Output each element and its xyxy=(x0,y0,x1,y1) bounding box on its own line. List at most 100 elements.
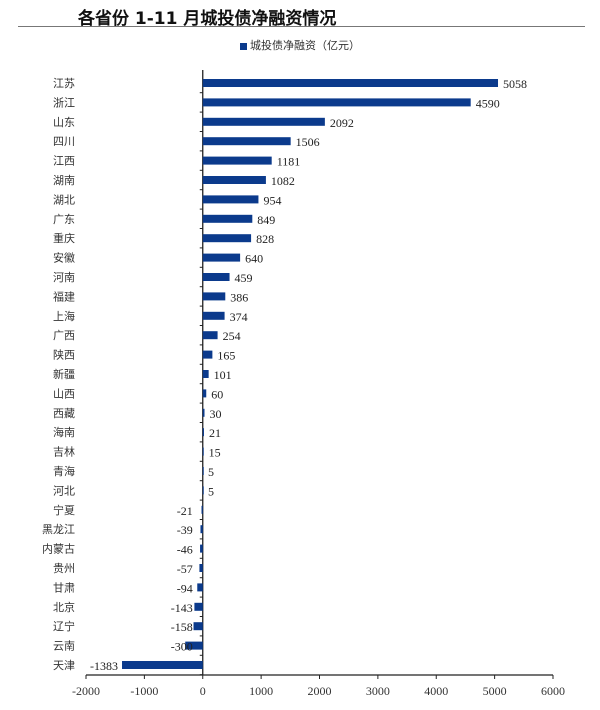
data-label: -158 xyxy=(171,620,193,634)
legend-swatch xyxy=(240,42,247,50)
category-label: 广西 xyxy=(53,329,75,342)
data-label: -21 xyxy=(177,504,193,518)
category-label: 浙江 xyxy=(53,96,75,109)
x-tick-label: 5000 xyxy=(483,684,507,698)
legend: 城投债净融资（亿元） xyxy=(0,37,600,53)
data-label: -1383 xyxy=(90,659,118,673)
title-divider xyxy=(18,26,585,27)
x-tick-label: 1000 xyxy=(249,684,273,698)
bar-广西 xyxy=(202,331,218,340)
legend-label: 城投债净融资（亿元） xyxy=(250,39,360,52)
category-label: 广东 xyxy=(53,213,75,226)
category-label: 江苏 xyxy=(53,77,75,90)
category-label: 湖南 xyxy=(53,174,75,187)
x-tick-label: -2000 xyxy=(72,684,100,698)
x-tick-label: 6000 xyxy=(541,684,565,698)
data-label: 21 xyxy=(209,426,221,440)
category-label: 辽宁 xyxy=(53,619,75,633)
category-label: 宁夏 xyxy=(53,503,75,517)
data-label: 5 xyxy=(208,484,214,498)
data-label: 60 xyxy=(211,387,223,401)
category-label: 新疆 xyxy=(53,367,75,381)
bar-宁夏 xyxy=(201,505,203,514)
bar-辽宁 xyxy=(193,622,203,631)
category-label: 安徽 xyxy=(53,251,75,265)
data-label: 5058 xyxy=(503,77,527,91)
category-label: 河北 xyxy=(53,484,75,497)
x-tick-label: 2000 xyxy=(308,684,332,698)
bar-福建 xyxy=(202,292,226,301)
x-tick-label: -1000 xyxy=(130,684,158,698)
data-label: 254 xyxy=(223,329,241,343)
data-label: 101 xyxy=(214,368,232,382)
category-label: 陕西 xyxy=(53,348,75,362)
category-label: 上海 xyxy=(53,309,75,323)
category-label: 西藏 xyxy=(53,407,75,420)
data-label: 386 xyxy=(230,290,248,304)
bar-青海 xyxy=(202,467,204,475)
bar-贵州 xyxy=(199,564,203,572)
bar-湖南 xyxy=(202,176,266,184)
bar-黑龙江 xyxy=(200,525,203,534)
data-label: -300 xyxy=(171,640,193,654)
data-label: -94 xyxy=(177,581,193,595)
bar-重庆 xyxy=(202,234,252,243)
data-label: 165 xyxy=(217,349,235,363)
category-label: 青海 xyxy=(53,464,75,478)
chart-title: 各省份 1-11 月城投债净融资情况 xyxy=(78,9,337,29)
bar-海南 xyxy=(202,428,204,437)
data-label: 30 xyxy=(210,407,222,421)
data-label: 849 xyxy=(257,213,275,227)
data-label: 1506 xyxy=(296,135,320,149)
bar-四川 xyxy=(202,137,291,146)
bar-上海 xyxy=(202,311,225,320)
x-tick-label: 3000 xyxy=(366,684,390,698)
bar-山西 xyxy=(202,389,207,398)
data-label: 828 xyxy=(256,232,274,246)
category-label: 内蒙古 xyxy=(42,542,75,556)
bar-天津 xyxy=(122,661,203,669)
bar-云南 xyxy=(185,641,203,650)
bar-吉林 xyxy=(202,447,204,456)
data-label: -143 xyxy=(171,601,193,615)
category-label: 北京 xyxy=(53,600,75,614)
category-label: 河南 xyxy=(53,271,75,284)
data-label: 954 xyxy=(263,193,281,207)
bar-内蒙古 xyxy=(200,544,203,553)
category-label: 福建 xyxy=(53,289,75,303)
bar-浙江 xyxy=(202,98,471,107)
data-label: 640 xyxy=(245,252,263,266)
bar-西藏 xyxy=(202,408,205,417)
bar-江西 xyxy=(202,156,272,165)
bar-甘肃 xyxy=(197,583,203,592)
bar-北京 xyxy=(194,602,203,611)
bar-广东 xyxy=(202,214,253,223)
data-label: 1181 xyxy=(277,155,301,169)
data-label: 2092 xyxy=(330,116,354,130)
category-label: 黑龙江 xyxy=(42,523,75,536)
bar-江苏 xyxy=(202,79,499,87)
data-label: 459 xyxy=(235,271,253,285)
bar-河南 xyxy=(202,273,230,281)
data-label: 15 xyxy=(209,446,221,460)
data-label: 4590 xyxy=(476,96,500,110)
data-label: -39 xyxy=(177,523,193,537)
category-label: 湖北 xyxy=(53,193,75,206)
data-label: 1082 xyxy=(271,174,295,188)
x-tick-label: 0 xyxy=(200,684,206,698)
data-label: -46 xyxy=(177,543,193,557)
x-tick-label: 4000 xyxy=(424,684,448,698)
category-label: 吉林 xyxy=(53,445,75,459)
bar-新疆 xyxy=(202,370,209,378)
category-label: 甘肃 xyxy=(53,581,75,594)
data-label: 5 xyxy=(208,465,214,479)
category-label: 贵州 xyxy=(53,562,75,575)
category-label: 天津 xyxy=(53,659,75,672)
bar-山东 xyxy=(202,117,325,126)
bar-湖北 xyxy=(202,195,259,204)
category-label: 山西 xyxy=(53,387,75,400)
category-label: 四川 xyxy=(53,135,75,148)
bar-安徽 xyxy=(202,253,241,262)
data-label: -57 xyxy=(177,562,193,576)
